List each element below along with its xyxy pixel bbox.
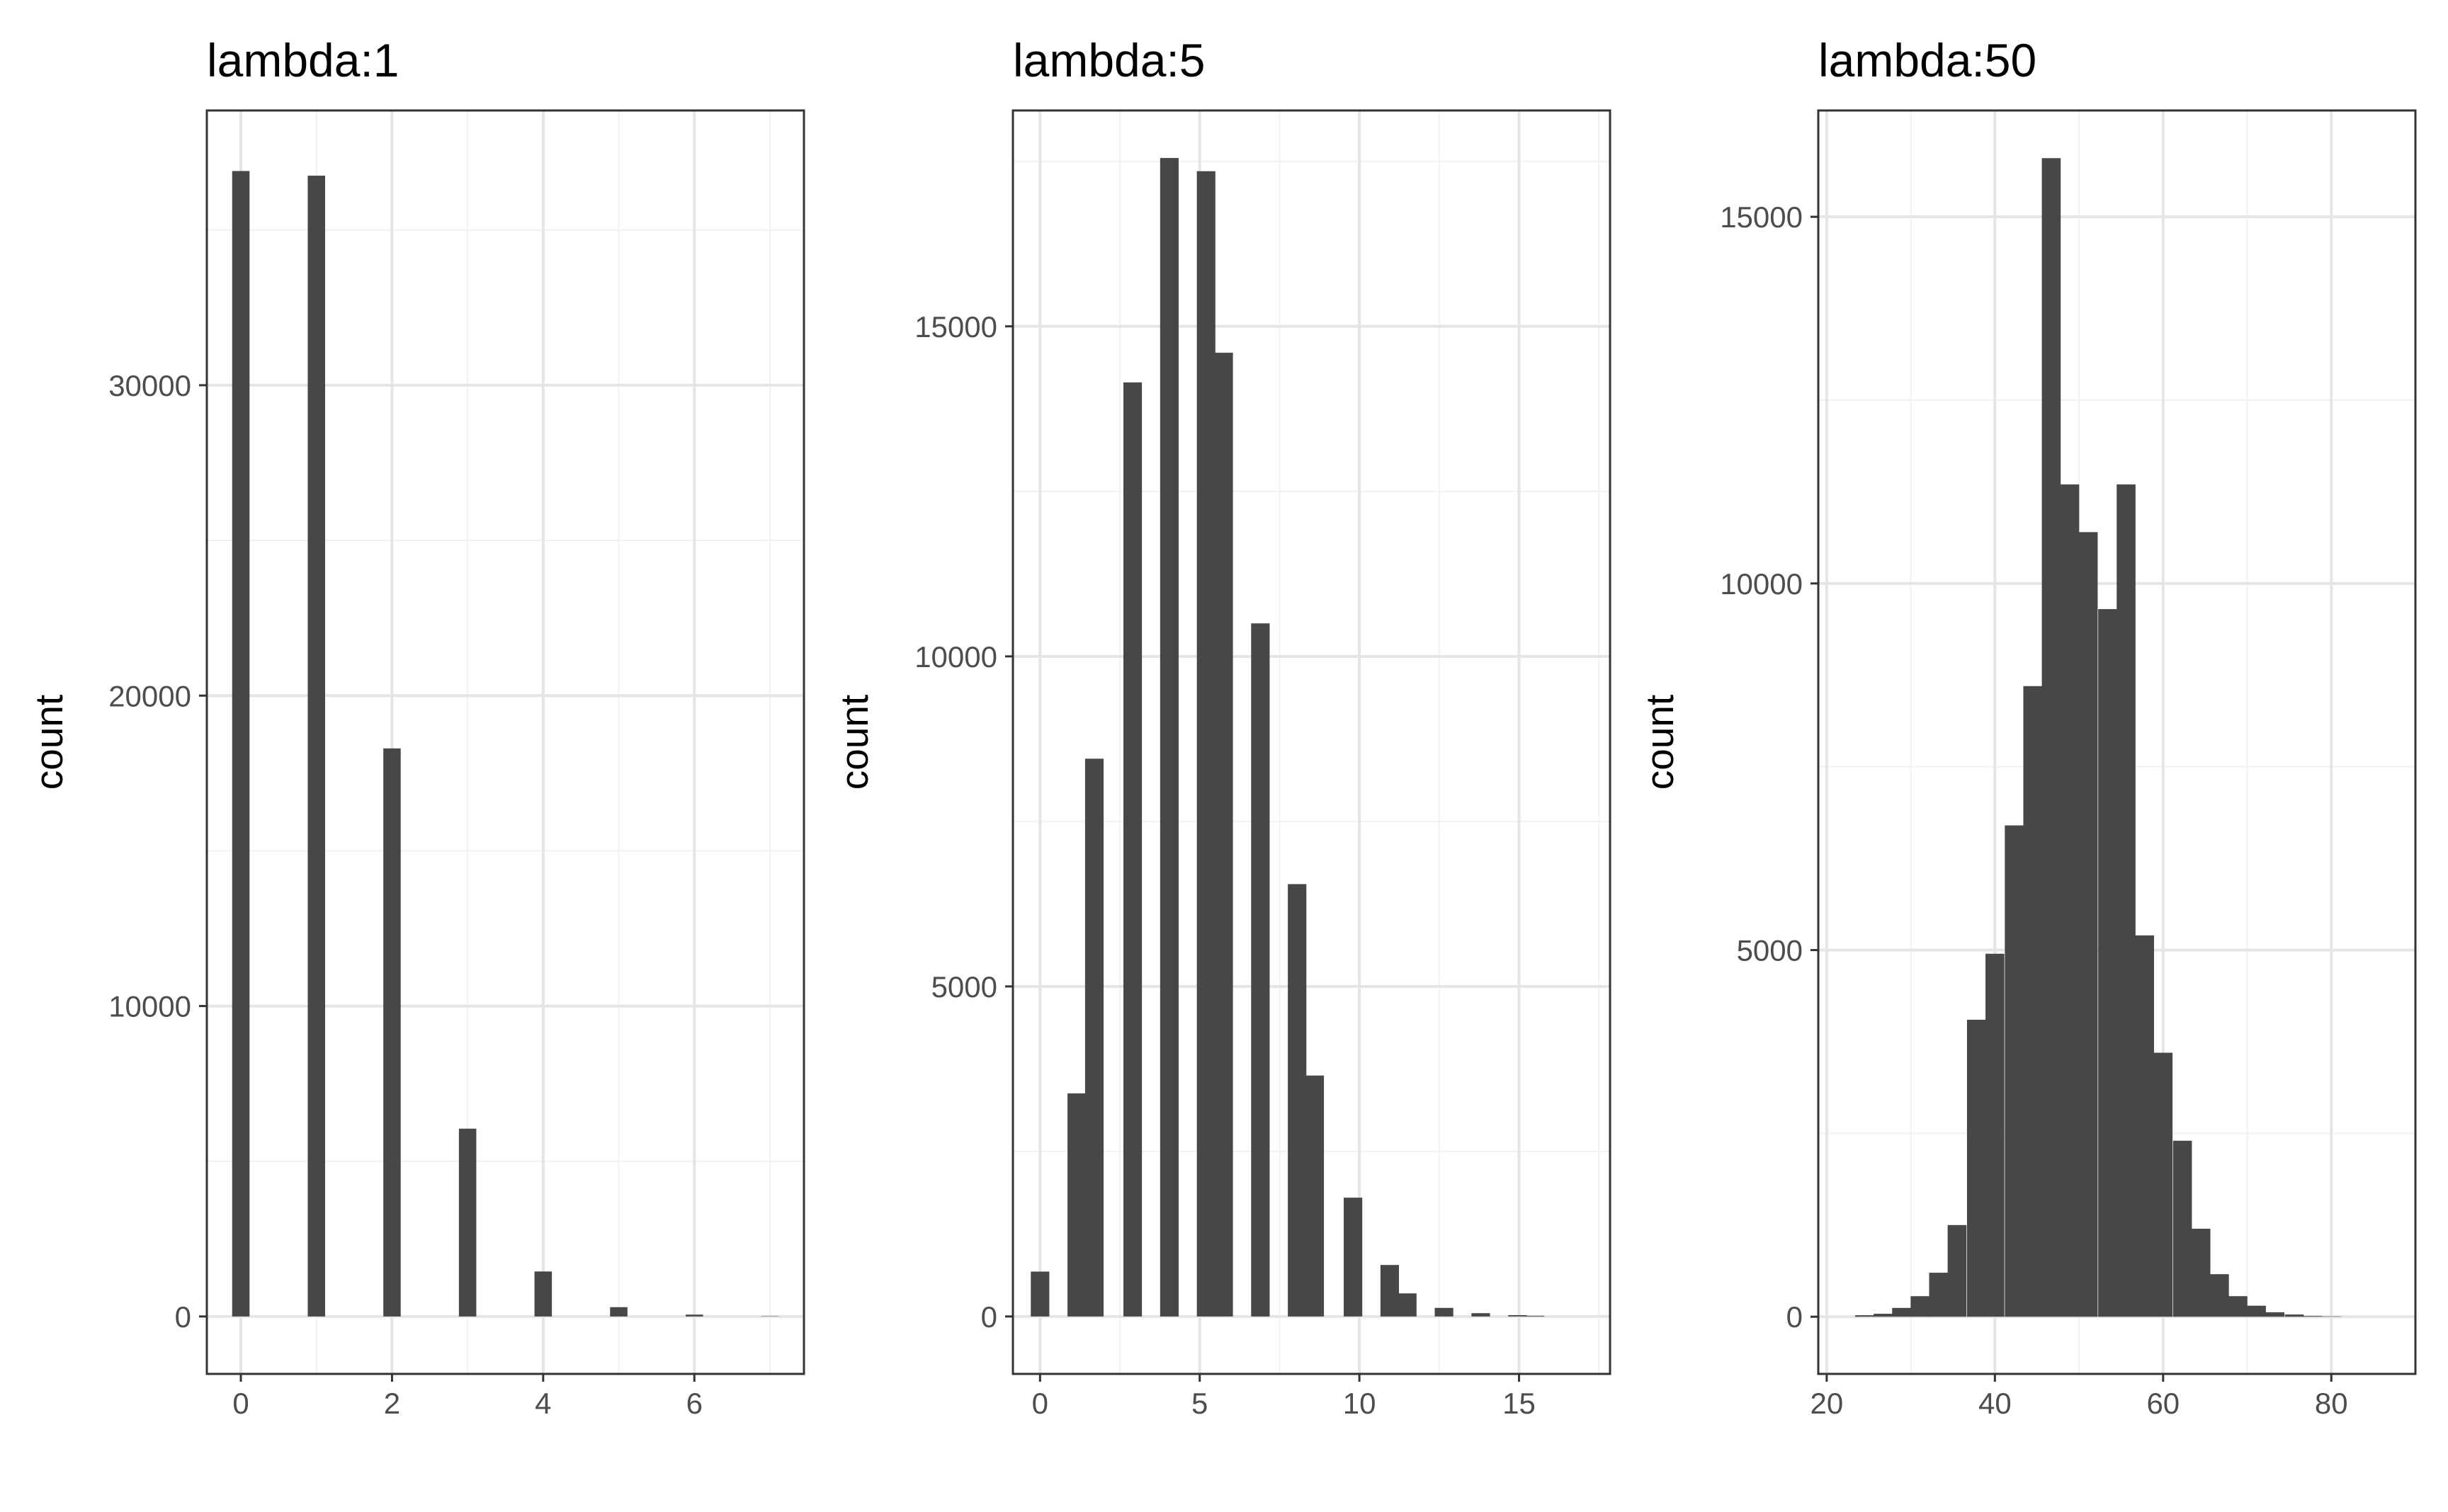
x-tick-label: 20 [1810,1387,1844,1420]
x-tick-label: 80 [2315,1387,2348,1420]
histogram-bar [1214,353,1233,1317]
y-tick-label: 0 [175,1300,191,1334]
histogram-bar [458,1128,477,1317]
histogram-bar [2265,1312,2285,1317]
histogram-bar [1288,884,1307,1317]
histogram-bar [2078,532,2098,1317]
y-tick-label: 10000 [914,640,997,673]
histogram-bar [2172,1140,2192,1317]
histogram-bar [1344,1198,1363,1317]
histogram-bar [2191,1228,2211,1317]
x-tick-label: 2 [384,1387,400,1420]
histogram-bar [1084,758,1104,1317]
histogram-bar [2041,158,2061,1317]
histogram-bar [1892,1307,1911,1317]
histogram-bar [1305,1075,1325,1317]
histogram-bar [1031,1271,1050,1317]
histogram-bar [2023,686,2043,1317]
histogram-bar [2005,825,2024,1317]
histogram-bar [2303,1316,2323,1317]
y-axis-title: count [1638,695,1682,790]
x-tick-label: 5 [1191,1387,1208,1420]
histogram-bar [1508,1315,1527,1317]
x-tick-label: 15 [1502,1387,1536,1420]
histogram-bar [686,1314,703,1317]
histogram-bar [1929,1273,1949,1317]
y-tick-label: 10000 [1720,567,1803,601]
histogram-bar [1947,1224,1967,1317]
y-tick-label: 30000 [108,369,191,402]
x-tick-label: 0 [1032,1387,1048,1420]
x-tick-label: 40 [1978,1387,2012,1420]
histogram-bar [232,171,250,1317]
histogram-bar [1434,1307,1454,1317]
x-tick-label: 0 [232,1387,249,1420]
y-tick-label: 5000 [931,970,997,1004]
histogram-bar [2153,1052,2173,1317]
panel-border [205,109,805,1375]
panel-title: lambda:5 [1013,34,1206,86]
panel-border [1817,109,2417,1375]
histogram-bar [1966,1019,1986,1317]
panel-2: 0 5000 10000 15000 0 5 10 15 lambda:5 count [832,34,1611,1420]
histogram-bar [534,1271,552,1317]
panel-title: lambda:1 [207,34,400,86]
panel-1: 0 10000 20000 30000 0 2 4 6 lambda:1 count [27,34,805,1420]
y-tick-label: 15000 [1720,200,1803,234]
y-tick-label: 5000 [1737,934,1803,967]
histogram-bar [2116,484,2136,1317]
y-tick-label: 15000 [914,310,997,343]
histogram-bar [2098,609,2117,1317]
x-tick-label: 6 [686,1387,703,1420]
histogram-bar [2210,1274,2229,1317]
histogram-bar [1525,1315,1545,1317]
histogram-bar [1067,1093,1087,1317]
panel-3: 0 5000 10000 15000 20 40 60 80 lambda:50 count [1638,34,2417,1420]
panel-background [207,110,804,1374]
x-tick-label: 4 [535,1387,551,1420]
histogram-bar [1398,1293,1417,1317]
y-tick-label: 20000 [108,679,191,712]
x-tick-label: 10 [1343,1387,1376,1420]
histogram-bar [1471,1313,1490,1317]
histogram-bar [1251,623,1270,1317]
panel-border [1012,109,1611,1375]
y-tick-label: 0 [1786,1300,1803,1334]
histogram-bar [1985,953,2005,1317]
histogram-bar [1874,1314,1893,1317]
x-tick-label: 60 [2146,1387,2180,1420]
histogram-bar [1160,158,1179,1317]
histogram-bar [1196,171,1216,1317]
histogram-bar [1910,1296,1930,1317]
y-tick-label: 0 [981,1300,997,1334]
y-axis-title: count [27,695,71,790]
histogram-bar [2228,1296,2248,1317]
histogram-bar [2284,1314,2304,1317]
histogram-bar [383,748,401,1317]
y-tick-label: 10000 [108,990,191,1023]
histogram-bar [2247,1305,2266,1317]
histogram-bar [2060,484,2080,1317]
histogram-bar [1123,382,1143,1317]
panel-title: lambda:50 [1818,34,2036,86]
y-axis-title: count [832,695,876,790]
histogram-bar [2135,935,2154,1317]
histogram-bar [1380,1265,1400,1317]
histogram-bar [307,176,325,1317]
histogram-bar [610,1307,628,1317]
histogram-bar [1855,1315,1874,1317]
